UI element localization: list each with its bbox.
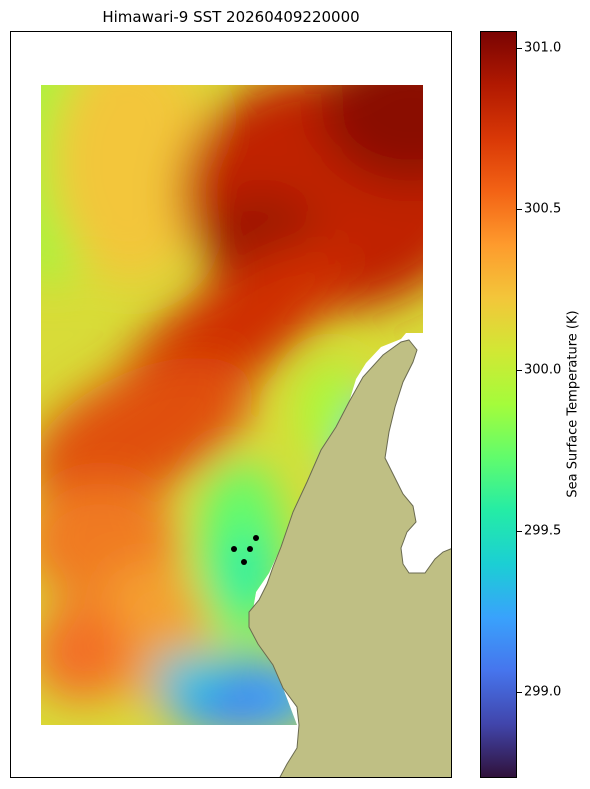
colorbar-tick-label: 299.0 [524,684,562,700]
marker-point [231,546,237,552]
colorbar-tick-label: 301.0 [524,40,562,56]
colorbar-tick [517,209,522,210]
land-mass [248,339,451,777]
colorbar-tick [517,692,522,693]
colorbar-tick-label: 299.5 [524,523,562,539]
chart-title: Himawari-9 SST 20260409220000 [102,8,360,26]
marker-point [241,559,247,565]
map-panel [10,31,452,778]
colorbar-label: Sea Surface Temperature (K) [565,310,581,498]
colorbar-tick [517,370,522,371]
colorbar-tick-label: 300.5 [524,201,562,217]
sst-map [41,85,451,777]
colorbar [480,31,517,778]
colorbar-tick-label: 300.0 [524,362,562,378]
marker-point [253,535,259,541]
marker-point [247,546,253,552]
colorbar-tick [517,48,522,49]
colorbar-tick [517,531,522,532]
marker-points [231,535,259,565]
